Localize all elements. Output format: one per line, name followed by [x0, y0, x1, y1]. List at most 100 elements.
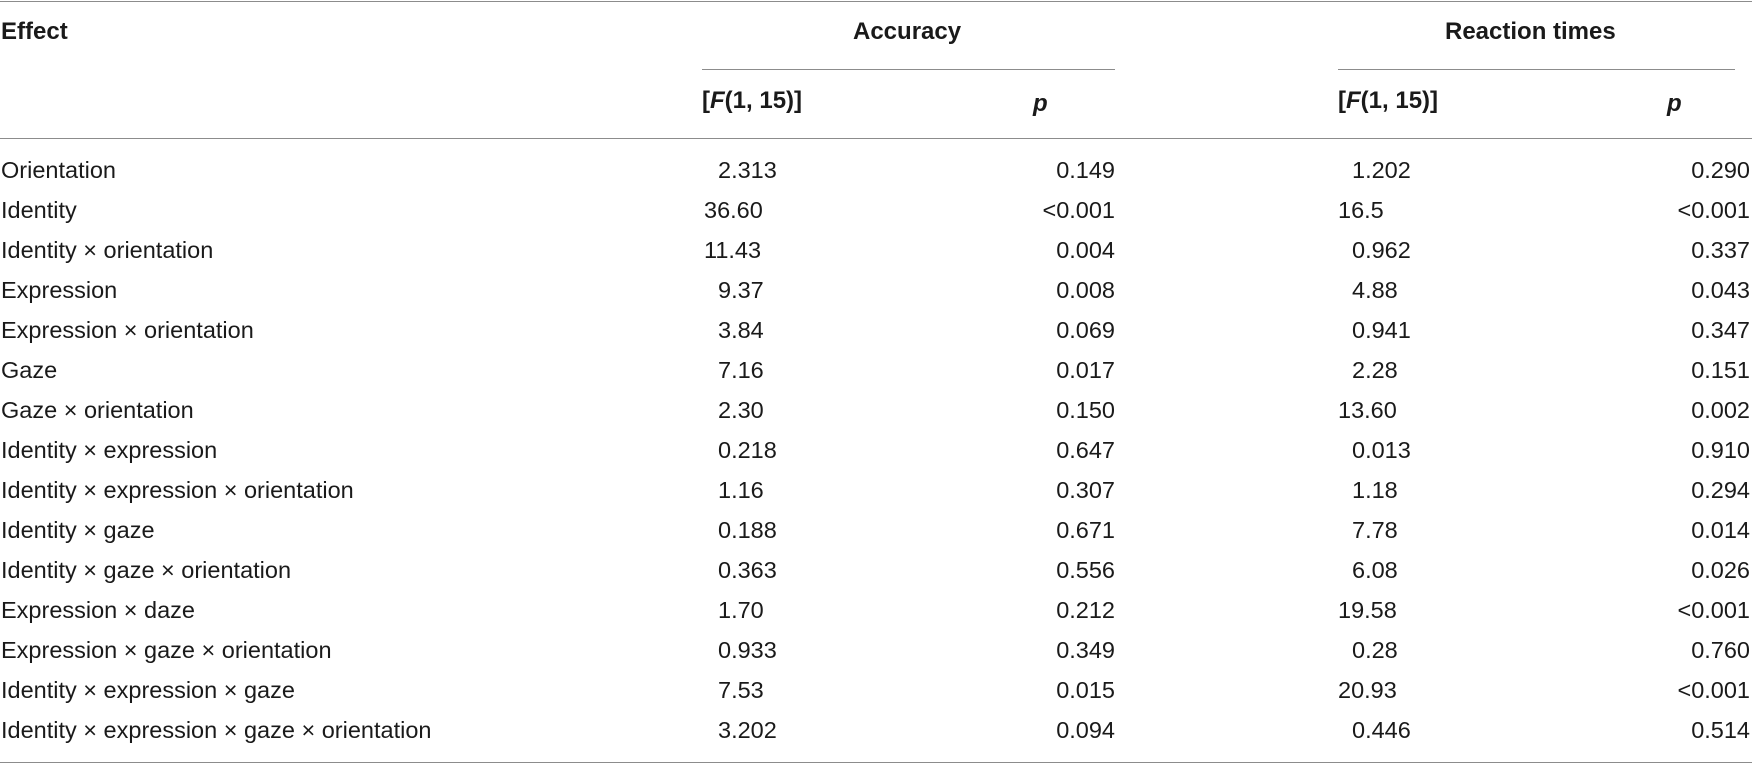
rt-p-cell: 0.014 — [1691, 517, 1750, 543]
header-accuracy-f: [F(1, 15)] — [702, 87, 802, 115]
rt-p-cell: 0.026 — [1691, 557, 1750, 583]
rt-p-cell: 0.043 — [1691, 277, 1750, 303]
effect-cell: Identity × orientation — [1, 237, 214, 263]
effect-cell: Identity × expression — [1, 437, 218, 463]
table-row: Gaze 7.16 0.017 2.28 0.151 — [0, 350, 1752, 390]
rt-f-cell: 0.941 — [1352, 317, 1411, 343]
accuracy-p-cell: 0.069 — [1056, 317, 1115, 343]
accuracy-f-cell: 2.30 — [718, 397, 764, 423]
accuracy-p-cell: 0.556 — [1056, 557, 1115, 583]
rt-f-cell: 13.60 — [1338, 397, 1397, 423]
header-f-args: (1, 15)] — [1360, 87, 1439, 114]
rt-p-cell: 0.002 — [1691, 397, 1750, 423]
effect-cell: Expression × gaze × orientation — [1, 637, 332, 663]
effect-cell: Identity — [1, 197, 77, 223]
effect-cell: Orientation — [1, 157, 116, 183]
header-f-letter: F — [710, 87, 725, 114]
rt-p-cell: 0.294 — [1691, 477, 1750, 503]
header-rt-p: p — [1667, 90, 1682, 117]
header-f-letter: F — [1346, 87, 1361, 114]
rt-f-cell: 6.08 — [1352, 557, 1398, 583]
accuracy-f-cell: 36.60 — [704, 197, 763, 223]
accuracy-f-cell: 1.16 — [718, 477, 764, 503]
accuracy-f-cell: 2.313 — [718, 157, 777, 183]
rt-f-cell: 0.28 — [1352, 637, 1398, 663]
header-f-args: (1, 15)] — [724, 87, 803, 114]
table-row: Identity × gaze × orientation 0.363 0.55… — [0, 550, 1752, 590]
table-row: Orientation 2.313 0.149 1.202 0.290 — [0, 150, 1752, 190]
header-bottom-rule — [0, 138, 1752, 139]
table-row: Expression 9.37 0.008 4.88 0.043 — [0, 270, 1752, 310]
rt-f-cell: 1.202 — [1352, 157, 1411, 183]
accuracy-p-cell: 0.150 — [1056, 397, 1115, 423]
rt-p-cell: 0.760 — [1691, 637, 1750, 663]
table-row: Expression × daze 1.70 0.212 19.58 <0.00… — [0, 590, 1752, 630]
table-row: Identity × expression × orientation 1.16… — [0, 470, 1752, 510]
accuracy-f-cell: 3.84 — [718, 317, 764, 343]
table-row: Gaze × orientation 2.30 0.150 13.60 0.00… — [0, 390, 1752, 430]
effect-cell: Expression — [1, 277, 118, 303]
effect-cell: Identity × expression × orientation — [1, 477, 354, 503]
effect-cell: Identity × gaze — [1, 517, 155, 543]
accuracy-p-cell: <0.001 — [1042, 197, 1115, 223]
rt-f-cell: 20.93 — [1338, 677, 1397, 703]
table-bottom-rule — [0, 762, 1752, 763]
header-rt-f: [F(1, 15)] — [1338, 87, 1438, 115]
accuracy-f-cell: 1.70 — [718, 597, 764, 623]
accuracy-p-cell: 0.094 — [1056, 717, 1115, 743]
accuracy-p-cell: 0.004 — [1056, 237, 1115, 263]
accuracy-p-cell: 0.349 — [1056, 637, 1115, 663]
header-accuracy-p: p — [1033, 90, 1048, 117]
accuracy-f-cell: 3.202 — [718, 717, 777, 743]
rt-f-cell: 0.013 — [1352, 437, 1411, 463]
accuracy-p-cell: 0.017 — [1056, 357, 1115, 383]
table-row: Identity × expression × gaze × orientati… — [0, 710, 1752, 750]
rt-f-cell: 7.78 — [1352, 517, 1398, 543]
table-row: Identity × expression × gaze 7.53 0.015 … — [0, 670, 1752, 710]
rt-f-cell: 0.962 — [1352, 237, 1411, 263]
rt-p-cell: 0.151 — [1691, 357, 1750, 383]
effect-cell: Gaze — [1, 357, 58, 383]
reaction-times-group-rule — [1338, 69, 1735, 70]
accuracy-f-cell: 0.188 — [718, 517, 777, 543]
accuracy-p-cell: 0.307 — [1056, 477, 1115, 503]
effect-cell: Identity × expression × gaze × orientati… — [1, 717, 432, 743]
rt-f-cell: 1.18 — [1352, 477, 1398, 503]
table-row: Expression × gaze × orientation 0.933 0.… — [0, 630, 1752, 670]
accuracy-f-cell: 7.16 — [718, 357, 764, 383]
table-row: Identity 36.60 <0.001 16.5 <0.001 — [0, 190, 1752, 230]
rt-f-cell: 0.446 — [1352, 717, 1411, 743]
accuracy-p-cell: 0.015 — [1056, 677, 1115, 703]
accuracy-p-cell: 0.149 — [1056, 157, 1115, 183]
rt-f-cell: 19.58 — [1338, 597, 1397, 623]
accuracy-p-cell: 0.647 — [1056, 437, 1115, 463]
effect-cell: Gaze × orientation — [1, 397, 194, 423]
accuracy-f-cell: 0.933 — [718, 637, 777, 663]
accuracy-p-cell: 0.671 — [1056, 517, 1115, 543]
effect-cell: Expression × daze — [1, 597, 195, 623]
rt-f-cell: 4.88 — [1352, 277, 1398, 303]
header-effect: Effect — [1, 18, 68, 45]
accuracy-f-cell: 0.218 — [718, 437, 777, 463]
rt-p-cell: <0.001 — [1677, 197, 1750, 223]
accuracy-f-cell: 7.53 — [718, 677, 764, 703]
table-row: Expression × orientation 3.84 0.069 0.94… — [0, 310, 1752, 350]
effect-cell: Identity × expression × gaze — [1, 677, 295, 703]
rt-p-cell: 0.347 — [1691, 317, 1750, 343]
rt-p-cell: 0.337 — [1691, 237, 1750, 263]
rt-f-cell: 2.28 — [1352, 357, 1398, 383]
accuracy-f-cell: 9.37 — [718, 277, 764, 303]
effect-cell: Expression × orientation — [1, 317, 254, 343]
rt-f-cell: 16.5 — [1338, 197, 1384, 223]
table-row: Identity × expression 0.218 0.647 0.013 … — [0, 430, 1752, 470]
table-row: Identity × orientation 11.43 0.004 0.962… — [0, 230, 1752, 270]
header-reaction-times: Reaction times — [1445, 18, 1616, 45]
rt-p-cell: 0.514 — [1691, 717, 1750, 743]
table-row: Identity × gaze 0.188 0.671 7.78 0.014 — [0, 510, 1752, 550]
header-accuracy: Accuracy — [853, 18, 962, 45]
rt-p-cell: 0.290 — [1691, 157, 1750, 183]
header-f-open: [ — [1338, 87, 1346, 114]
accuracy-group-rule — [702, 69, 1115, 70]
accuracy-p-cell: 0.008 — [1056, 277, 1115, 303]
accuracy-p-cell: 0.212 — [1056, 597, 1115, 623]
